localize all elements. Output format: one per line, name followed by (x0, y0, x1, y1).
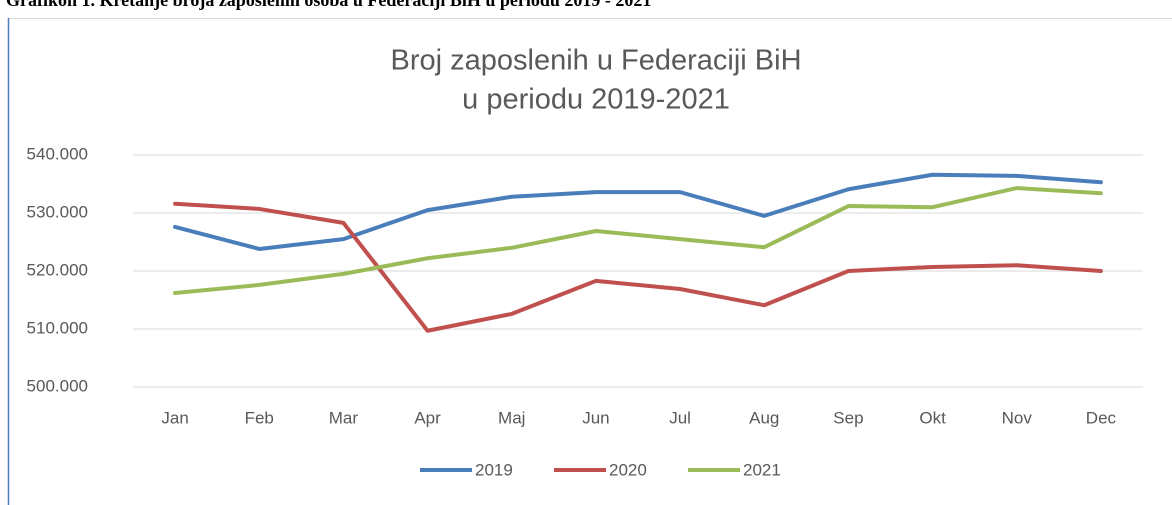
line-series (173, 186, 1103, 296)
x-tick-label: Jan (161, 408, 188, 427)
x-tick-label: Dec (1086, 408, 1117, 427)
x-tick-label: Jul (669, 408, 691, 427)
y-tick-label: 500.000 (27, 376, 88, 395)
line-series (173, 201, 1103, 333)
x-tick-label: Aug (749, 408, 779, 427)
y-tick-label: 510.000 (27, 318, 88, 337)
legend-label: 2019 (475, 460, 513, 479)
line-series (173, 172, 1103, 251)
x-tick-label: Sep (833, 408, 863, 427)
chart-title: u periodu 2019-2021 (462, 84, 730, 116)
caption: Grafikon 1. Kretanje broja zaposlenih os… (6, 0, 651, 10)
x-tick-label: Jun (582, 408, 609, 427)
x-tick-label: Okt (919, 408, 946, 427)
chart-title: Broj zaposlenih u Federaciji BiH (390, 45, 801, 77)
x-tick-label: Apr (414, 408, 441, 427)
x-tick-label: Feb (245, 408, 274, 427)
y-tick-label: 540.000 (27, 144, 88, 163)
x-tick-label: Maj (498, 408, 525, 427)
y-tick-label: 530.000 (27, 202, 88, 221)
y-tick-label: 520.000 (27, 260, 88, 279)
x-tick-label: Mar (329, 408, 359, 427)
legend-label: 2020 (609, 460, 647, 479)
legend-label: 2021 (743, 460, 781, 479)
x-tick-label: Nov (1002, 408, 1033, 427)
